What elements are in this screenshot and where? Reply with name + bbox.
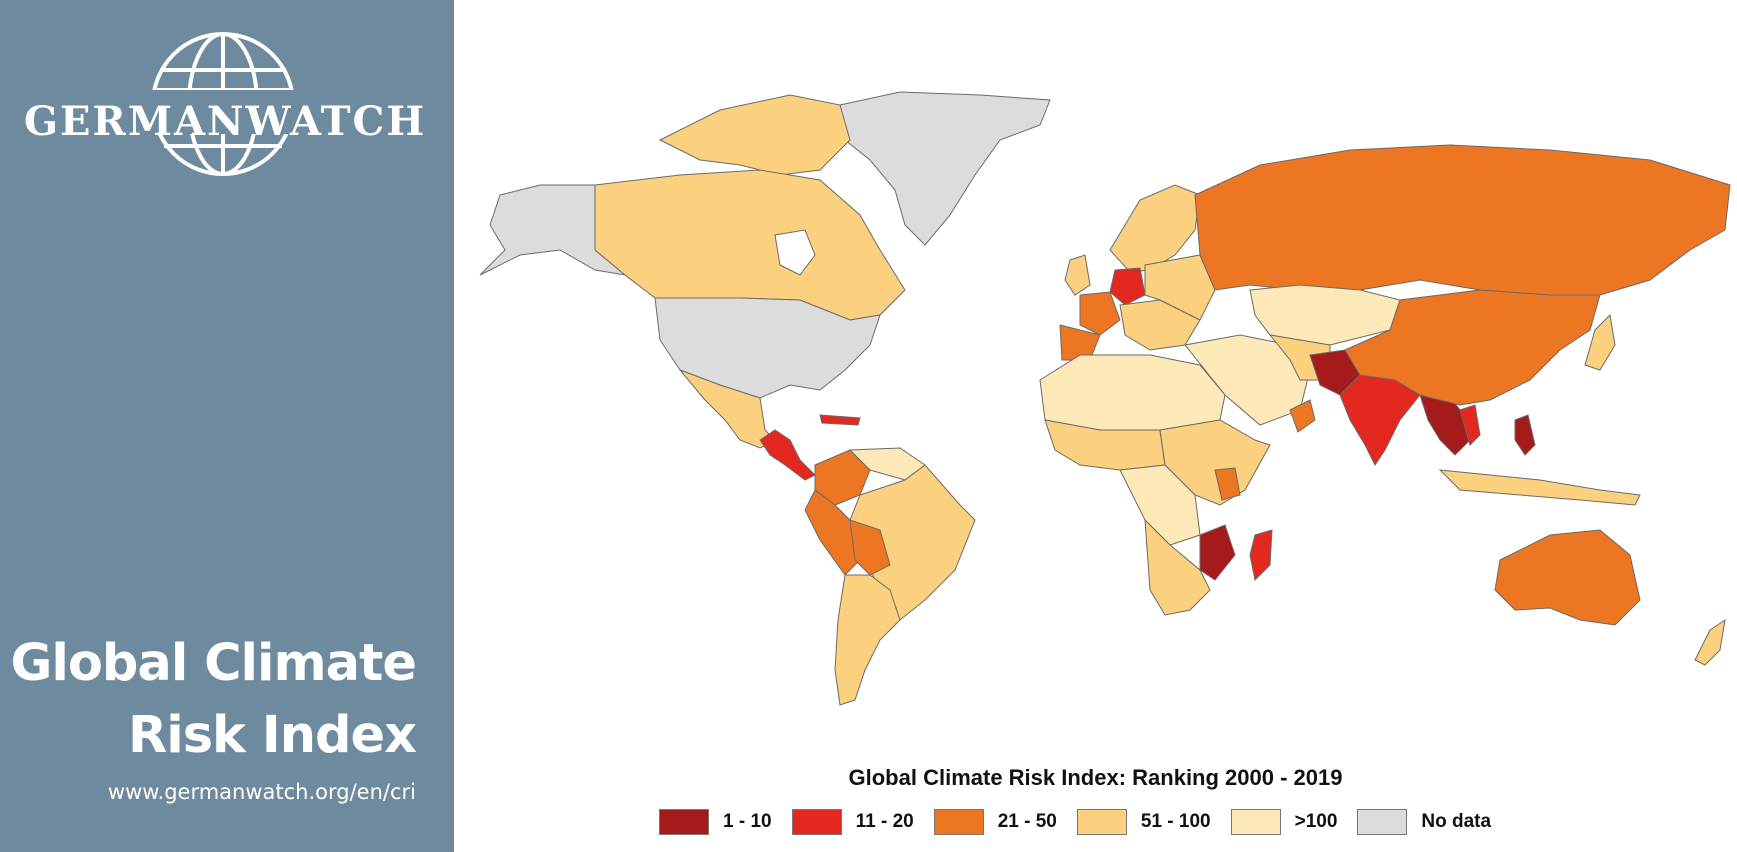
canada-islands (658, 94, 851, 176)
title-line-1: Global Climate (10, 634, 417, 693)
peru (804, 489, 861, 576)
germany (1109, 267, 1146, 306)
logo-text: GERMANWATCH (23, 98, 427, 145)
philippines (1514, 414, 1536, 456)
bolivia (849, 519, 891, 576)
india (1339, 374, 1421, 466)
legend-swatch (1357, 809, 1408, 835)
china-mongolia (1344, 289, 1601, 406)
argentina-chile (834, 574, 901, 706)
legend-item: >100 (1230, 809, 1338, 835)
legend-swatch (1230, 809, 1281, 835)
oman (1289, 399, 1316, 433)
kenya (1214, 467, 1241, 501)
title-line-2: Risk Index (127, 706, 417, 765)
world-map (479, 91, 1731, 706)
legend-swatch (791, 809, 842, 835)
greenland (839, 91, 1051, 246)
southern-africa (1144, 518, 1211, 616)
sidebar: GERMANWATCH Global Climate Risk Index ww… (0, 0, 454, 852)
map-legend-title: Global Climate Risk Index: Ranking 2000 … (848, 765, 1343, 790)
legend-label: 11 - 20 (855, 811, 914, 832)
north-africa (1039, 354, 1226, 431)
russia (1194, 144, 1731, 296)
central-america (759, 429, 816, 481)
legend-item: 21 - 50 (933, 809, 1057, 835)
japan (1584, 313, 1616, 371)
map-legend: 1 - 10 11 - 20 21 - 50 51 - 100 >100 No data (659, 809, 1511, 835)
legend-label: 51 - 100 (1140, 811, 1211, 832)
caribbean (819, 414, 861, 426)
legend-swatch (659, 809, 709, 835)
germanwatch-logo: GERMANWATCH (20, 30, 430, 180)
legend-label: 1 - 10 (723, 811, 772, 832)
new-zealand (1694, 618, 1726, 666)
legend-swatch (1076, 809, 1127, 835)
vietnam (1459, 404, 1481, 446)
uk (1064, 254, 1091, 296)
australia (1494, 529, 1641, 626)
legend-item: 51 - 100 (1076, 809, 1211, 835)
legend-item: No data (1357, 809, 1491, 835)
website-url[interactable]: www.germanwatch.org/en/cri (107, 780, 416, 804)
legend-label: >100 (1294, 811, 1338, 832)
legend-label: 21 - 50 (997, 811, 1057, 832)
legend-item: 11 - 20 (791, 809, 914, 835)
legend-item: 1 - 10 (659, 809, 772, 835)
alaska (479, 184, 627, 276)
canada (594, 169, 906, 321)
globe-icon (20, 32, 430, 176)
legend-swatch (933, 809, 984, 835)
indonesia (1438, 469, 1641, 506)
legend-label: No data (1421, 811, 1492, 832)
madagascar (1249, 529, 1273, 582)
mozambique (1199, 524, 1236, 581)
page-title: Global Climate Risk Index (10, 628, 417, 772)
france (1079, 291, 1121, 336)
hudson-bay (774, 229, 816, 276)
